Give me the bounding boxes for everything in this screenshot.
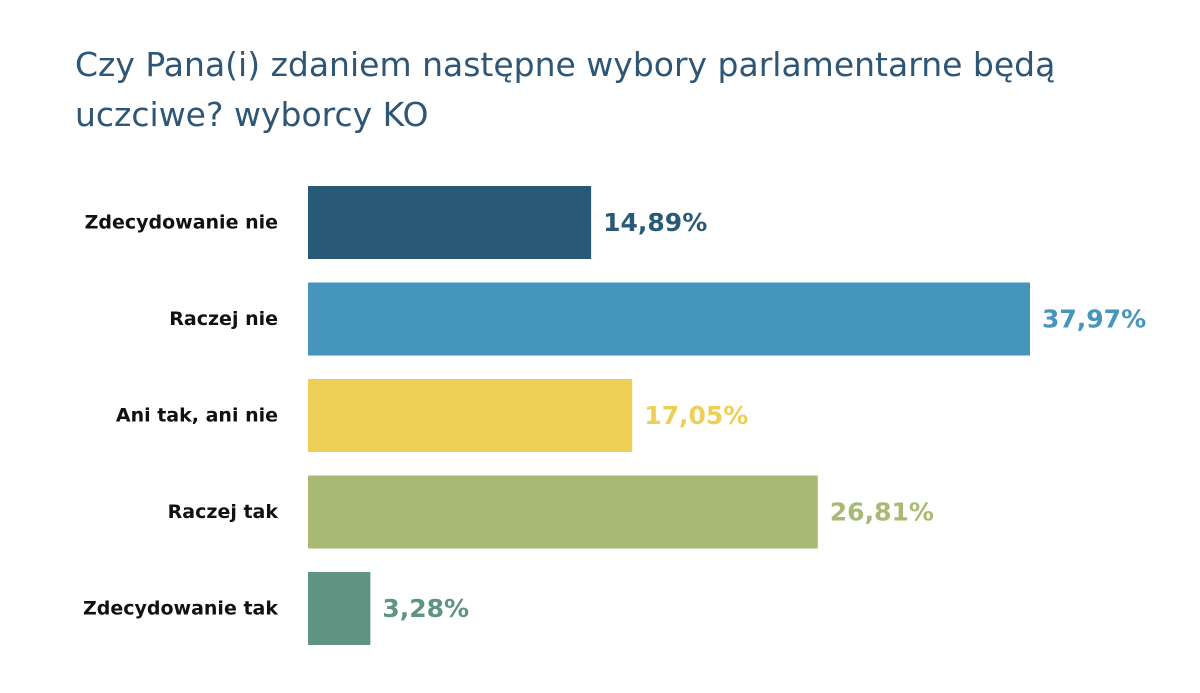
- value-label: 17,05%: [644, 401, 748, 430]
- bar: [308, 186, 592, 259]
- bar: [308, 572, 371, 645]
- category-label: Raczej tak: [168, 501, 279, 523]
- bar: [308, 282, 1030, 356]
- value-label: 37,97%: [1042, 305, 1146, 334]
- category-label: Zdecydowanie nie: [85, 212, 278, 234]
- bars-layer: Zdecydowanie nie 14,89% Raczej nie 37,97% An…: [83, 186, 1146, 645]
- category-label: Ani tak, ani nie: [116, 405, 278, 427]
- chart-title: Czy Pana(i) zdaniem następne wybory parl…: [75, 45, 1056, 134]
- bar: [308, 379, 633, 452]
- category-label: Zdecydowanie tak: [83, 598, 278, 620]
- bar: [308, 475, 818, 549]
- value-label: 14,89%: [603, 208, 707, 237]
- value-label: 3,28%: [382, 594, 469, 623]
- value-label: 26,81%: [830, 498, 934, 527]
- category-label: Raczej nie: [169, 308, 278, 330]
